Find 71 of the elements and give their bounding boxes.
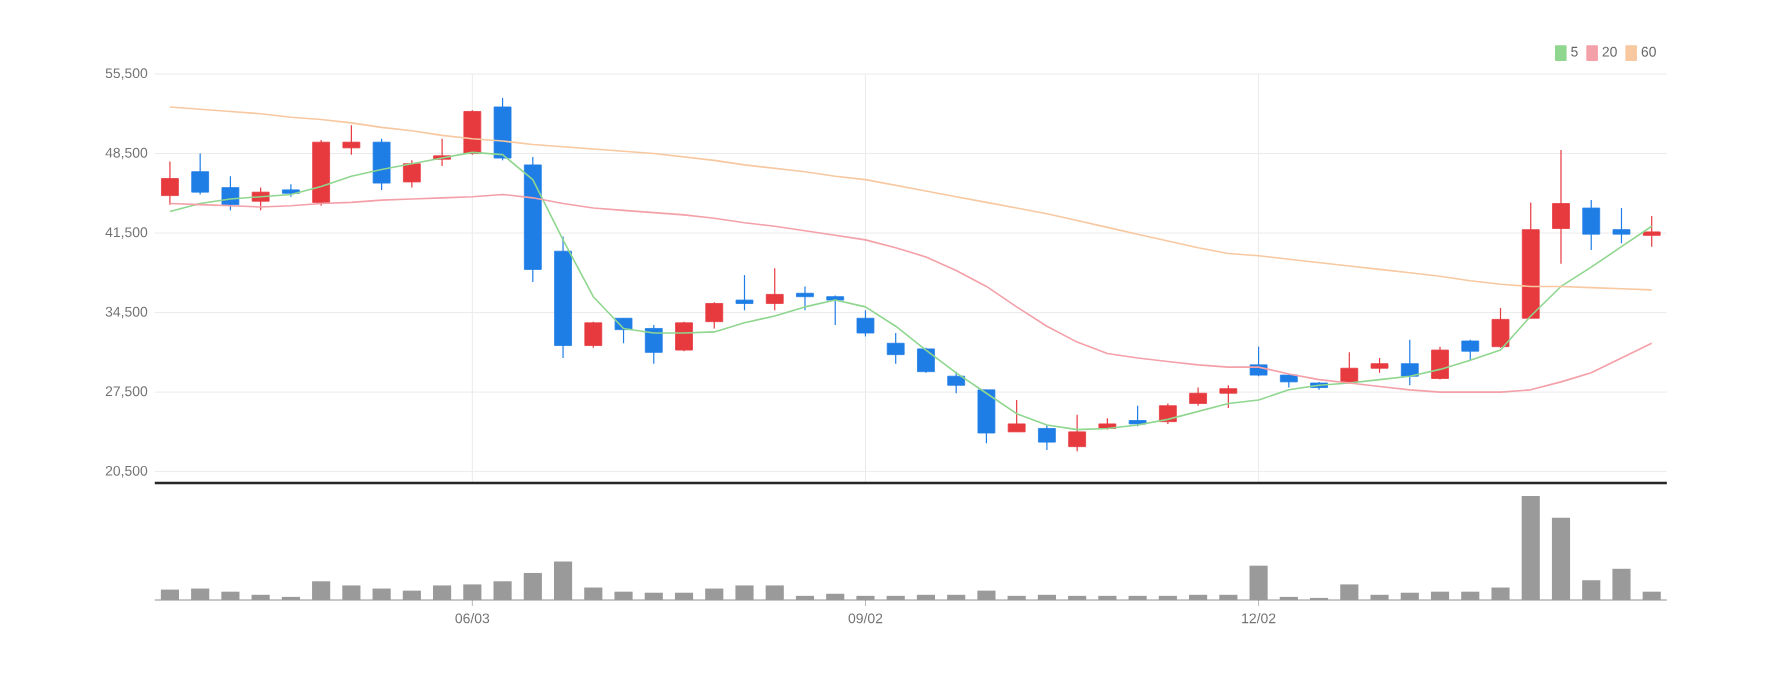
candlestick (1612, 207, 1631, 244)
candlestick (221, 175, 240, 211)
bar (1249, 565, 1268, 600)
candlestick (1189, 386, 1207, 407)
bar (614, 591, 633, 600)
bar (221, 591, 240, 600)
candlestick (1219, 384, 1238, 409)
candlestick (735, 274, 754, 311)
candlestick (977, 389, 996, 444)
bar (402, 590, 421, 600)
candlestick (856, 309, 875, 338)
candlestick (161, 160, 179, 206)
candlestick (191, 152, 210, 196)
bar (1551, 517, 1571, 600)
candlestick (1038, 424, 1056, 451)
bar (312, 581, 331, 600)
bar (977, 590, 996, 600)
bar (1430, 591, 1450, 600)
bar (160, 589, 179, 600)
bar (1521, 496, 1540, 600)
bar (674, 592, 694, 600)
bar (1370, 594, 1389, 600)
bar (1219, 594, 1238, 600)
candlestick (644, 324, 663, 365)
bar (1612, 568, 1631, 600)
candlestick (1491, 307, 1510, 349)
candlestick (1068, 414, 1087, 452)
bar (1642, 591, 1661, 600)
bar (251, 594, 270, 600)
candlestick (372, 138, 391, 191)
bar (735, 585, 754, 600)
candlestick (1007, 399, 1026, 433)
bar (1461, 591, 1480, 600)
bar (765, 585, 784, 600)
bar (1491, 587, 1510, 600)
bar (584, 587, 603, 600)
candlestick (463, 109, 482, 156)
bar (1037, 594, 1056, 600)
bar (947, 594, 966, 600)
bar (705, 588, 724, 600)
bar (493, 581, 512, 600)
bar (342, 585, 361, 600)
candlestick (1400, 339, 1419, 386)
bar (1582, 580, 1601, 600)
candlestick (886, 332, 905, 365)
candlestick (1582, 199, 1601, 251)
bar (1189, 594, 1208, 600)
bar (553, 561, 573, 600)
candlestick (402, 159, 421, 189)
bar (916, 594, 936, 600)
bar (523, 572, 542, 600)
bar (1400, 592, 1419, 600)
candlestick (584, 321, 603, 349)
bar (644, 592, 663, 600)
candlestick (1431, 346, 1449, 381)
bar (191, 588, 210, 600)
candlestick (1340, 351, 1359, 383)
candlestick (1158, 402, 1177, 425)
candlestick (765, 267, 784, 311)
candlestick (1642, 215, 1661, 248)
bar (463, 584, 482, 600)
candlestick (282, 183, 300, 198)
bar (826, 593, 845, 600)
candlestick (796, 285, 814, 311)
candlestick (1552, 149, 1570, 265)
candlestick (705, 301, 724, 330)
candlestick (342, 124, 361, 156)
bar (372, 588, 391, 600)
bar (1340, 584, 1359, 600)
bar (433, 585, 452, 600)
candlestick (826, 294, 845, 326)
